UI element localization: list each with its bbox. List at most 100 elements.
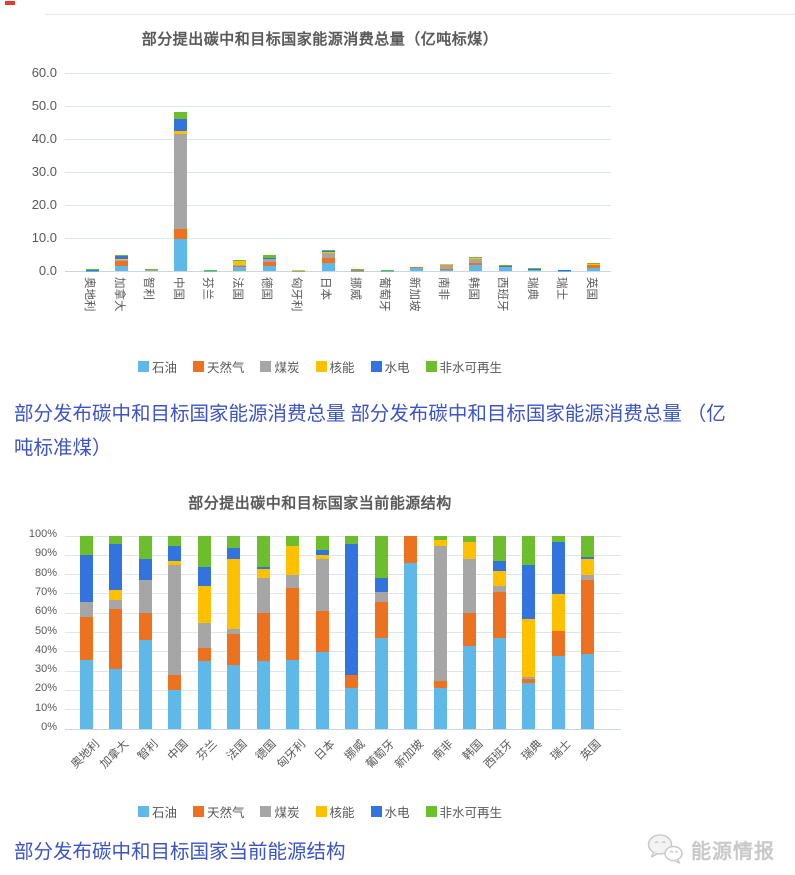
gridline [65,689,621,691]
x-axis-label: 葡萄牙 [363,738,397,772]
bar-segment [581,580,594,654]
bar-segment [286,574,299,589]
bar-segment [168,561,181,565]
bar-segment [233,259,246,261]
bar-segment [138,640,152,729]
bar-segment [404,563,417,729]
bar-segment [463,536,476,542]
legend-swatch [137,806,149,817]
y-axis-tick-label: 30% [34,663,57,676]
bar-segment [233,267,246,271]
x-axis-label: 南非 [430,738,456,763]
x-axis-label: 新加坡 [393,738,427,772]
bar-segment [256,613,270,662]
x-axis-label: 挪威 [348,277,361,300]
bar-segment [522,536,535,565]
bar-segment [528,270,541,271]
bar-segment [109,590,122,600]
bar-segment [528,268,541,270]
x-axis-label: 芬兰 [194,738,220,763]
legend-swatch [315,361,327,372]
bar-segment [227,665,240,729]
bar-segment [315,559,329,612]
legend-item: 水电 [370,802,410,821]
bar-segment [109,543,122,591]
bar-segment [138,536,152,560]
bar-segment [581,574,594,581]
bar-segment [492,638,506,729]
bar-segment [138,559,152,581]
y-axis-tick-label: 60% [34,605,57,618]
bar-segment [315,651,329,729]
bar-segment [469,259,482,264]
y-axis-tick-label: 90% [34,547,57,560]
bar-segment [262,258,276,260]
bar-segment [233,260,246,261]
bar-segment [463,613,476,646]
legend: 石油 天然气 煤炭 核能 水电 非水可再生 [18,357,622,376]
bar-segment [404,536,417,564]
bar-segment [439,269,453,271]
gridline [65,651,621,653]
bar-segment [115,254,128,256]
bar-segment [492,561,506,571]
bar-segment [581,653,594,729]
y-axis-tick-label: 50% [34,624,57,637]
x-axis-label: 加拿大 [112,277,125,312]
x-axis-label: 瑞典 [519,738,545,763]
bar-segment [286,588,299,660]
bar-segment [262,261,276,266]
gridline [65,670,621,672]
legend-swatch [192,361,204,372]
legend-label: 煤炭 [274,806,300,820]
gridline [65,535,621,537]
y-axis-tick-label: 20.0 [31,197,57,212]
bar-segment [227,536,240,548]
gridline [65,612,621,614]
legend-label: 天然气 [206,361,245,375]
x-axis-label: 法国 [224,738,250,763]
y-axis-tick-label: 100% [28,528,57,540]
bar-segment [174,130,187,135]
bar-segment [551,655,565,729]
gridline [65,171,611,173]
bar-segment [551,630,565,656]
bar-segment [433,536,447,540]
x-axis-label: 英国 [578,738,604,763]
bar-segment [256,661,270,729]
bar-segment [374,591,388,602]
legend-item: 石油 [137,357,177,376]
bar-segment [256,566,270,569]
legend-label: 非水可再生 [439,806,503,820]
bar-segment [79,555,93,602]
chart-title: 部分提出碳中和目标国家当前能源结构 [188,495,452,512]
bar-segment [522,618,535,677]
bar-segment [374,578,388,592]
bar-segment [109,536,122,544]
gridline [65,709,621,711]
bar-segment [374,536,388,579]
legend-swatch [137,361,149,372]
legend-swatch [315,806,327,817]
wechat-logo-icon [646,833,684,865]
bar-segment [79,601,93,618]
x-axis-label: 加拿大 [98,738,132,772]
bar-segment [374,638,388,729]
bar-segment [227,547,240,560]
bar-segment [197,586,211,623]
legend-swatch [260,806,272,817]
bar-segment [321,258,335,263]
x-axis-label: 西班牙 [496,277,508,312]
gridline [65,204,611,206]
x-axis-label: 中国 [165,738,191,763]
bar-segment [109,609,122,670]
bar-segment [256,578,270,614]
gridline [65,554,621,556]
bar-segment [138,580,152,614]
bar-segment [174,119,187,131]
bar-segment [522,678,535,683]
gridline [65,138,611,140]
legend-item: 核能 [315,357,355,376]
bar-segment [256,536,270,567]
legend-label: 非水可再生 [439,361,503,375]
